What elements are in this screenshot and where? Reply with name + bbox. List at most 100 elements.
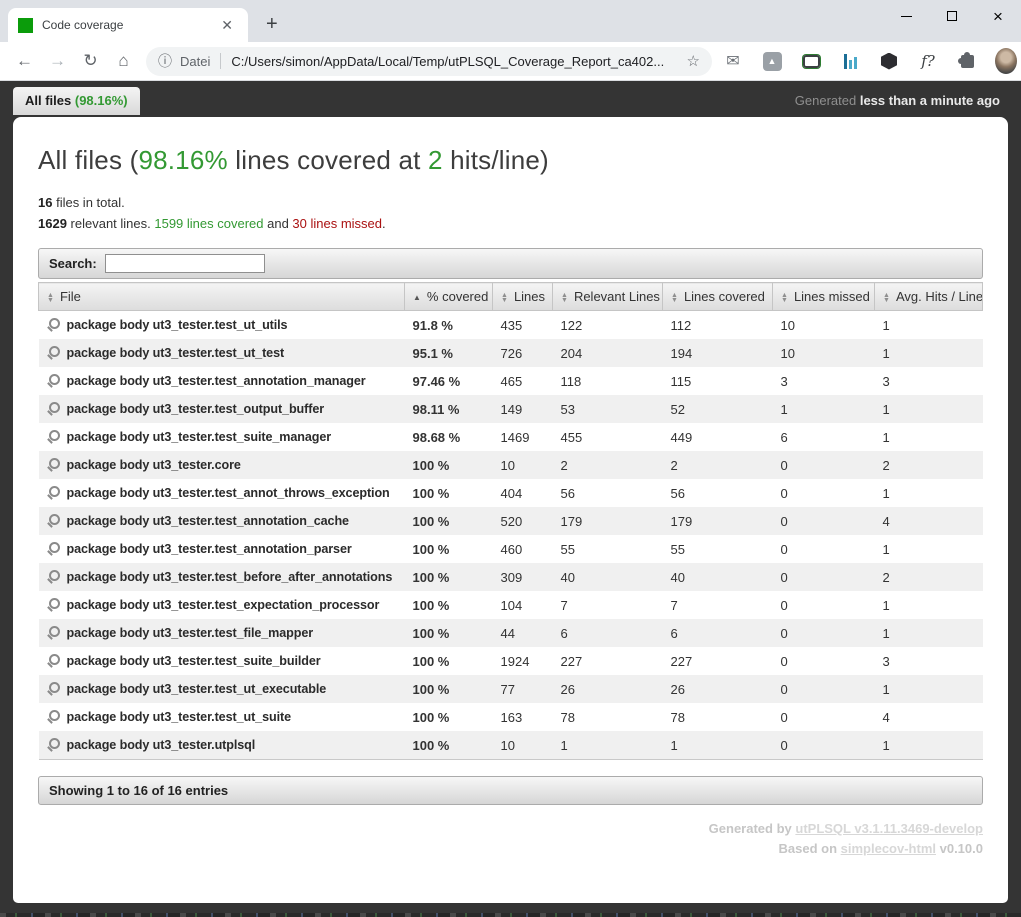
profile-avatar[interactable] bbox=[995, 50, 1017, 72]
url-scheme: Datei bbox=[180, 54, 210, 69]
relevant-lines-line: 1629 relevant lines. 1599 lines covered … bbox=[38, 213, 983, 234]
lines-cell: 1924 bbox=[493, 647, 553, 675]
all-files-tab[interactable]: All files (98.16%) bbox=[13, 87, 140, 115]
bookmark-star-icon[interactable]: ☆ bbox=[687, 52, 700, 70]
adobe-acrobat-icon[interactable]: ▲ bbox=[761, 50, 783, 72]
magnifier-icon bbox=[47, 738, 60, 751]
relevant-lines-cell: 6 bbox=[553, 619, 663, 647]
url-text[interactable]: C:/Users/simon/AppData/Local/Temp/utPLSQ… bbox=[231, 54, 678, 69]
lines-missed-cell: 0 bbox=[773, 451, 875, 479]
lines-cell: 1469 bbox=[493, 423, 553, 451]
table-row: package body ut3_tester.core100 %102202 bbox=[39, 451, 983, 479]
file-link[interactable]: package body ut3_tester.test_ut_suite bbox=[67, 710, 291, 724]
page-info-icon[interactable]: ⓘ bbox=[158, 51, 172, 71]
relevant-lines-cell: 53 bbox=[553, 395, 663, 423]
sort-icon: ▲▼ bbox=[561, 293, 568, 303]
file-link[interactable]: package body ut3_tester.test_before_afte… bbox=[67, 570, 393, 584]
column-header-lines-covered[interactable]: ▲▼Lines covered bbox=[663, 283, 773, 311]
magnifier-icon bbox=[47, 402, 60, 415]
sort-icon: ▲▼ bbox=[883, 293, 890, 303]
relevant-lines-cell: 2 bbox=[553, 451, 663, 479]
file-link[interactable]: package body ut3_tester.test_ut_utils bbox=[67, 318, 288, 332]
puzzle-extensions-icon[interactable] bbox=[956, 50, 978, 72]
cube-extension-icon[interactable] bbox=[878, 50, 900, 72]
simplecov-link[interactable]: simplecov-html bbox=[841, 841, 936, 856]
avg-hits-cell: 1 bbox=[875, 731, 983, 760]
avg-hits-cell: 4 bbox=[875, 507, 983, 535]
file-link[interactable]: package body ut3_tester.test_suite_build… bbox=[67, 654, 321, 668]
column-header-avg-hits[interactable]: ▲▼Avg. Hits / Line bbox=[875, 283, 983, 311]
screenshot-extension-icon[interactable] bbox=[800, 50, 822, 72]
content-panel: All files (98.16% lines covered at 2 hit… bbox=[13, 117, 1008, 903]
column-header-lines-missed[interactable]: ▲▼Lines missed bbox=[773, 283, 875, 311]
relevant-lines-cell: 179 bbox=[553, 507, 663, 535]
minimize-button[interactable] bbox=[883, 0, 929, 32]
file-link[interactable]: package body ut3_tester.test_ut_executab… bbox=[67, 682, 327, 696]
refresh-button[interactable]: ↻ bbox=[74, 51, 107, 71]
lines-covered-cell: 56 bbox=[663, 479, 773, 507]
relevant-lines-cell: 55 bbox=[553, 535, 663, 563]
avg-hits-cell: 2 bbox=[875, 563, 983, 591]
browser-tab[interactable]: Code coverage ✕ bbox=[8, 8, 248, 42]
lines-cell: 104 bbox=[493, 591, 553, 619]
lines-covered-cell: 112 bbox=[663, 311, 773, 340]
relevant-lines-cell: 227 bbox=[553, 647, 663, 675]
lines-covered-cell: 227 bbox=[663, 647, 773, 675]
magnifier-icon bbox=[47, 374, 60, 387]
magnifier-icon bbox=[47, 710, 60, 723]
avg-hits-cell: 1 bbox=[875, 591, 983, 619]
sort-icon: ▲▼ bbox=[781, 293, 788, 303]
lines-covered-cell: 40 bbox=[663, 563, 773, 591]
lines-cell: 309 bbox=[493, 563, 553, 591]
column-header-lines[interactable]: ▲▼Lines bbox=[493, 283, 553, 311]
file-link[interactable]: package body ut3_tester.test_ut_test bbox=[67, 346, 285, 360]
search-bar: Search: bbox=[38, 248, 983, 279]
file-link[interactable]: package body ut3_tester.utplsql bbox=[67, 738, 256, 752]
lines-cell: 726 bbox=[493, 339, 553, 367]
avg-hits-cell: 1 bbox=[875, 619, 983, 647]
file-link[interactable]: package body ut3_tester.test_annotation_… bbox=[67, 542, 352, 556]
file-link[interactable]: package body ut3_tester.test_annotation_… bbox=[67, 514, 349, 528]
percent-covered-cell: 98.11 % bbox=[405, 395, 493, 423]
fq-extension-icon[interactable]: f? bbox=[917, 50, 939, 72]
file-link[interactable]: package body ut3_tester.test_expectation… bbox=[67, 598, 380, 612]
magnifier-icon bbox=[47, 514, 60, 527]
address-bar[interactable]: ⓘ Datei C:/Users/simon/AppData/Local/Tem… bbox=[146, 47, 712, 76]
generator-link[interactable]: utPLSQL v3.1.11.3469-develop bbox=[795, 821, 983, 836]
column-header-relevant-lines[interactable]: ▲▼Relevant Lines bbox=[553, 283, 663, 311]
file-cell: package body ut3_tester.test_annot_throw… bbox=[39, 479, 405, 507]
home-button[interactable]: ⌂ bbox=[107, 51, 140, 71]
file-link[interactable]: package body ut3_tester.test_annotation_… bbox=[67, 374, 366, 388]
file-link[interactable]: package body ut3_tester.test_output_buff… bbox=[67, 402, 325, 416]
relevant-lines-cell: 455 bbox=[553, 423, 663, 451]
column-header-file[interactable]: ▲▼File bbox=[39, 283, 405, 311]
file-link[interactable]: package body ut3_tester.test_suite_manag… bbox=[67, 430, 332, 444]
lines-covered-cell: 52 bbox=[663, 395, 773, 423]
lines-covered-cell: 55 bbox=[663, 535, 773, 563]
forward-button[interactable]: → bbox=[41, 51, 74, 71]
lines-missed-cell: 0 bbox=[773, 647, 875, 675]
relevant-lines-cell: 204 bbox=[553, 339, 663, 367]
window-close-button[interactable]: × bbox=[975, 0, 1021, 32]
lines-missed-cell: 0 bbox=[773, 619, 875, 647]
maximize-button[interactable] bbox=[929, 0, 975, 32]
search-input[interactable] bbox=[105, 254, 265, 273]
all-files-tab-percent: (98.16%) bbox=[75, 93, 128, 108]
table-row: package body ut3_tester.test_output_buff… bbox=[39, 395, 983, 423]
column-header-percent-covered[interactable]: ▲% covered bbox=[405, 283, 493, 311]
bars-extension-icon[interactable] bbox=[839, 50, 861, 72]
file-link[interactable]: package body ut3_tester.test_annot_throw… bbox=[67, 486, 390, 500]
tab-close-icon[interactable]: ✕ bbox=[216, 15, 238, 36]
file-cell: package body ut3_tester.test_ut_suite bbox=[39, 703, 405, 731]
lines-cell: 404 bbox=[493, 479, 553, 507]
lines-covered-cell: 194 bbox=[663, 339, 773, 367]
lines-covered-cell: 449 bbox=[663, 423, 773, 451]
back-button[interactable]: ← bbox=[8, 51, 41, 71]
percent-covered-cell: 100 % bbox=[405, 675, 493, 703]
mail-extension-icon[interactable]: ✉ bbox=[722, 50, 744, 72]
new-tab-button[interactable]: + bbox=[260, 13, 284, 36]
file-link[interactable]: package body ut3_tester.core bbox=[67, 458, 241, 472]
lines-covered-cell: 115 bbox=[663, 367, 773, 395]
file-link[interactable]: package body ut3_tester.test_file_mapper bbox=[67, 626, 314, 640]
search-label: Search: bbox=[49, 256, 97, 271]
